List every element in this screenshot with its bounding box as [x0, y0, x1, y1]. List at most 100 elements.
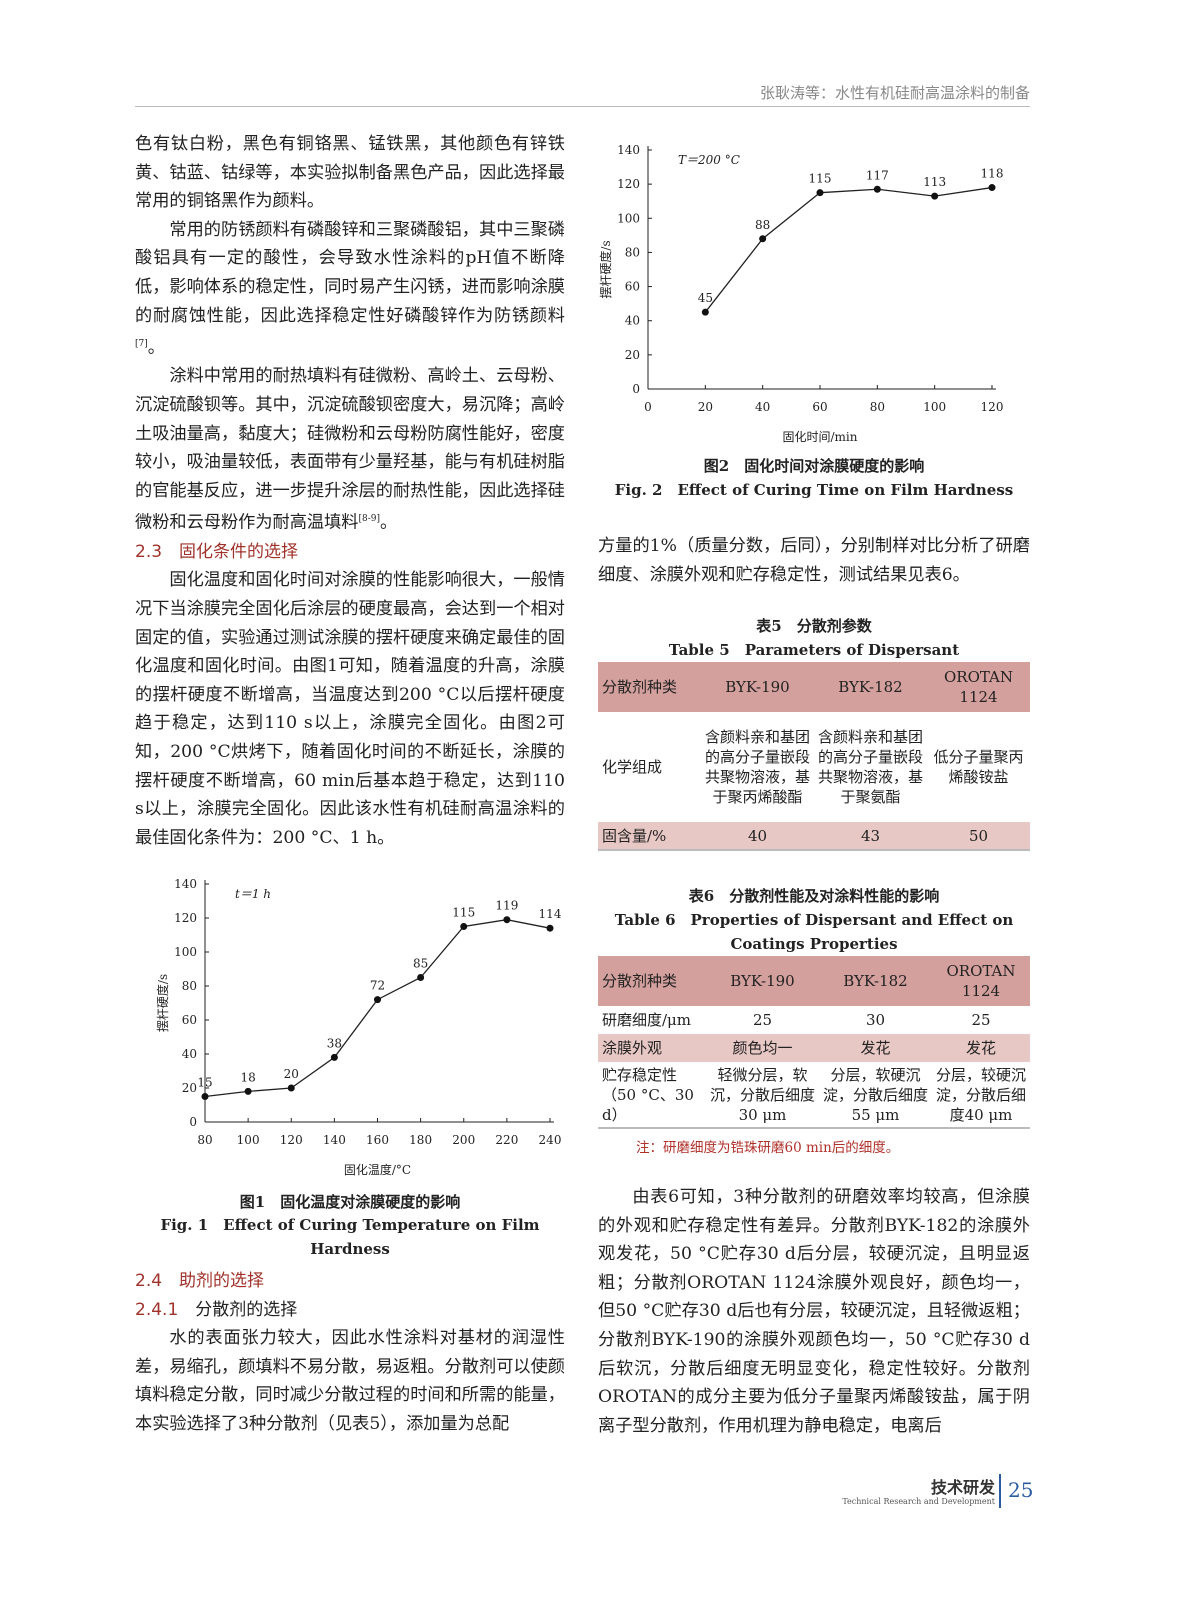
page-number: 25: [1008, 1478, 1034, 1502]
y-tick-label: 0: [189, 1115, 197, 1129]
x-axis-label: 固化温度/°C: [344, 1162, 411, 1177]
y-tick-label: 60: [625, 280, 640, 294]
data-label: 38: [327, 1036, 342, 1050]
data-label: 20: [284, 1067, 299, 1081]
data-point: [287, 1084, 295, 1092]
y-tick-label: 120: [617, 177, 640, 191]
table-header-cell: BYK-190: [701, 662, 814, 712]
table-cell: 含颜料亲和基团的高分子量嵌段共聚物溶液，基于聚氨酯: [818, 728, 924, 806]
table-row: 研磨细度/μm 25 30 25: [598, 1006, 1030, 1034]
paragraph: 水的表面张力较大，因此水性涂料对基材的润湿性差，易缩孔，颜填料不易分散，易返粗。…: [135, 1328, 565, 1434]
data-label: 45: [698, 291, 713, 305]
data-label: 72: [370, 979, 385, 993]
data-point: [460, 923, 468, 930]
data-label: 117: [866, 168, 889, 182]
figure-1-caption-en: Fig. 1 Effect of Curing Temperature on F…: [160, 1216, 540, 1258]
data-label: 119: [495, 899, 518, 913]
x-tick-label: 60: [812, 400, 827, 414]
data-label: 115: [452, 906, 475, 920]
y-tick-label: 0: [632, 382, 640, 396]
series-line: [204, 919, 551, 1098]
table-cell: 研磨细度/μm: [602, 1011, 692, 1029]
table-cell: 30: [865, 1011, 886, 1029]
table-cell: 25: [971, 1011, 991, 1029]
left-column-bottom: 2.4 助剂的选择 2.4.1 分散剂的选择 水的表面张力较大，因此水性涂料对基…: [135, 1267, 565, 1439]
footer-divider: [999, 1474, 1001, 1508]
data-point: [873, 185, 881, 193]
paragraph-text: 常用的防锈颜料有磷酸锌和三聚磷酸铝，其中三聚磷酸铝具有一定的酸性，会导致水性涂料…: [135, 219, 565, 326]
data-point: [988, 184, 996, 192]
left-column-top: 色有钛白粉，黑色有铜铬黑、锰铁黑，其他颜色有锌铁黄、钴蓝、钴绿等，本实验拟制备黑…: [135, 130, 565, 852]
table-cell: 发花: [932, 1034, 1030, 1062]
header-rule: [135, 106, 1030, 107]
table-row: 化学组成 含颜料亲和基团的高分子量嵌段共聚物溶液，基于聚丙烯酸酯 含颜料亲和基团…: [598, 712, 1030, 822]
x-tick-label: 80: [197, 1133, 212, 1147]
figure-1-caption-cn: 图1 固化温度对涂膜硬度的影响: [239, 1193, 461, 1211]
y-tick-label: 80: [625, 245, 640, 259]
paragraph: 方量的1%（质量分数，后同），分别制样对比分析了研磨细度、涂膜外观和贮存稳定性，…: [598, 536, 1030, 585]
table-cell: 40: [701, 822, 814, 850]
x-tick-label: 100: [237, 1133, 260, 1147]
data-label: 114: [539, 907, 562, 921]
table-header-cell: OROTAN 1124: [932, 956, 1030, 1006]
section-heading-2-3: 2.3 固化条件的选择: [135, 541, 299, 562]
data-point: [374, 996, 381, 1004]
table-cell: 43: [814, 822, 927, 850]
x-tick-label: 180: [409, 1133, 432, 1147]
right-paragraph-1: 方量的1%（质量分数，后同），分别制样对比分析了研磨细度、涂膜外观和贮存稳定性，…: [598, 532, 1030, 589]
data-label: 85: [413, 957, 428, 971]
table-row: 固含量/% 40 43 50: [598, 822, 1030, 850]
table-5-title-cn: 表5 分散剂参数: [756, 617, 872, 635]
y-tick-label: 20: [182, 1081, 197, 1095]
data-point: [244, 1087, 252, 1095]
y-tick-label: 20: [625, 348, 640, 362]
data-label: 115: [809, 172, 832, 186]
x-tick-label: 20: [698, 400, 713, 414]
y-tick-label: 40: [625, 314, 640, 328]
data-point: [759, 235, 767, 243]
heading-text: 分散剂的选择: [195, 1299, 298, 1320]
punct: 。: [147, 337, 165, 358]
y-tick-label: 40: [182, 1047, 197, 1061]
chart-annotation: T＝200 °C: [678, 153, 740, 167]
x-tick-label: 220: [495, 1133, 518, 1147]
figure-2-caption-en: Fig. 2 Effect of Curing Time on Film Har…: [614, 481, 1014, 499]
table-5-title-en: Table 5 Parameters of Dispersant: [668, 641, 960, 659]
data-point: [201, 1093, 209, 1100]
table-cell: 化学组成: [602, 758, 663, 776]
table-header-cell: BYK-182: [814, 662, 927, 712]
x-tick-label: 200: [452, 1133, 475, 1147]
table-cell: 25: [752, 1011, 773, 1029]
data-point: [701, 308, 709, 316]
data-point: [417, 974, 425, 981]
table-cell: 颜色均一: [706, 1034, 819, 1062]
running-header: 张耿涛等：水性有机硅耐高温涂料的制备: [759, 84, 1030, 102]
table-cell: 轻微分层，软沉，分散后细度30 μm: [710, 1065, 816, 1124]
chart-annotation: t＝1 h: [235, 887, 271, 901]
table-cell: 涂膜外观: [598, 1034, 706, 1062]
heading-number: 2.4.1: [135, 1299, 179, 1320]
x-tick-label: 0: [644, 400, 652, 414]
table-cell: 固含量/%: [598, 822, 701, 850]
figure-2-caption-cn: 图2 固化时间对涂膜硬度的影响: [703, 457, 925, 475]
table-cell: 分层，较硬沉淀，分散后细度40 μm: [936, 1065, 1027, 1124]
paragraph: 固化温度和固化时间对涂膜的性能影响很大，一般情况下当涂膜完全固化后涂层的硬度最高…: [135, 570, 565, 848]
table-header-cell: BYK-190: [706, 956, 819, 1006]
citation: [7]: [135, 339, 148, 350]
y-tick-label: 140: [617, 143, 640, 157]
citation: [8-9]: [358, 514, 380, 525]
x-tick-label: 140: [323, 1133, 346, 1147]
data-label: 113: [923, 175, 946, 189]
table-cell: 50: [927, 822, 1030, 850]
x-tick-label: 160: [366, 1133, 389, 1147]
y-tick-label: 100: [617, 211, 640, 225]
y-tick-label: 120: [174, 911, 197, 925]
footer-section-en: Technical Research and Development: [842, 1497, 995, 1506]
data-point: [330, 1053, 338, 1061]
figure-1-chart: 80 100 120 140 160 180 200 220 240 0 20 40 60 80 100 12…: [155, 877, 562, 1177]
data-label: 88: [755, 218, 770, 232]
x-tick-label: 100: [923, 400, 946, 414]
paragraph: 常用的防锈颜料有磷酸锌和三聚磷酸铝，其中三聚磷酸铝具有一定的酸性，会导致水性涂料…: [135, 216, 565, 363]
data-label: 18: [240, 1070, 255, 1084]
data-label: 118: [981, 167, 1004, 181]
